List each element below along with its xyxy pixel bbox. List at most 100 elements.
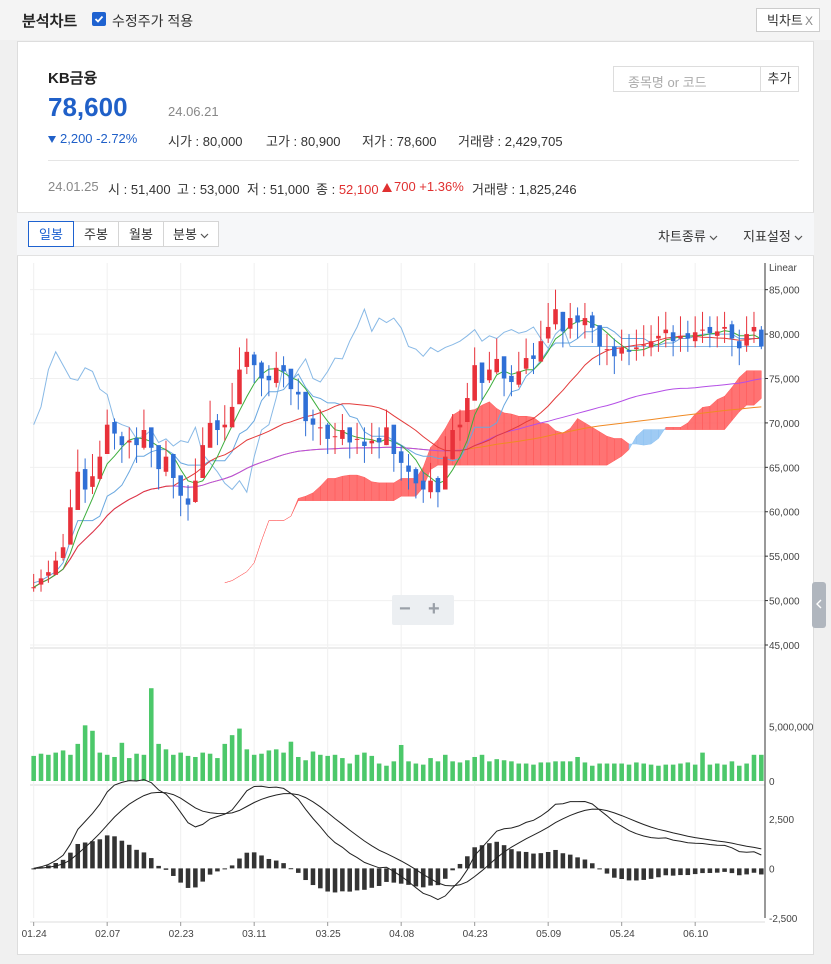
candle-body <box>259 362 264 379</box>
macd-histogram-bar <box>663 868 669 876</box>
big-chart-button[interactable]: 빅차트 X <box>756 8 820 32</box>
close-icon[interactable]: X <box>804 14 813 28</box>
candle-body <box>648 341 654 348</box>
history-open: 시 : 51,400 <box>108 182 171 197</box>
candle <box>538 320 544 362</box>
macd-histogram-bar <box>171 868 176 876</box>
divider <box>48 160 799 161</box>
tab-weekly[interactable]: 주봉 <box>73 221 119 247</box>
candle-body <box>656 335 661 339</box>
ichimoku-cloud <box>540 422 549 466</box>
zoom-out-button[interactable]: − <box>399 598 411 620</box>
ichimoku-cloud <box>525 415 534 466</box>
candle <box>60 533 66 561</box>
tab-minute[interactable]: 분봉 <box>163 221 219 247</box>
candle-body <box>714 331 720 336</box>
indicator-menu[interactable]: 지표설정 <box>743 226 803 245</box>
candle <box>420 471 426 503</box>
x-tick-label: 04.08 <box>389 929 414 940</box>
candle <box>604 334 610 366</box>
candle-body <box>597 325 602 347</box>
tab-minute-label: 분봉 <box>173 227 197 242</box>
chevron-left-icon <box>816 599 822 609</box>
history-close-label: 종 <box>316 182 328 197</box>
side-panel-toggle[interactable] <box>812 582 826 628</box>
candle-body <box>567 318 573 329</box>
volume-bar <box>538 762 544 781</box>
macd-histogram-bar <box>531 853 536 869</box>
volume-bar <box>626 764 632 781</box>
candle-body <box>31 587 36 589</box>
volume-bar <box>714 763 720 781</box>
macd-histogram-bar <box>597 868 602 870</box>
low-value: 78,600 <box>396 134 437 149</box>
candle <box>450 414 455 460</box>
volume-bar <box>325 755 330 781</box>
history-open-label: 시 <box>108 182 120 197</box>
x-tick-label: 02.23 <box>169 929 194 940</box>
candle-body <box>163 456 169 472</box>
ma5-line <box>33 319 762 588</box>
macd-histogram-bar <box>413 868 419 887</box>
volume-bar <box>487 761 492 781</box>
macd-histogram-bar <box>82 842 88 869</box>
candle <box>171 454 176 499</box>
macd-histogram-bar <box>244 852 250 869</box>
ichimoku-cloud <box>547 423 556 466</box>
down-arrow-icon <box>48 136 56 144</box>
candle <box>619 329 624 361</box>
macd-histogram-bar <box>222 868 228 870</box>
macd-histogram-bar <box>303 868 308 881</box>
zoom-in-button[interactable]: + <box>428 598 440 620</box>
history-volume-label: 거래량 <box>472 182 508 197</box>
add-button[interactable]: 추가 <box>760 66 799 92</box>
candle-body <box>538 341 544 362</box>
stock-name: KB금융 <box>48 70 98 87</box>
volume-bar <box>582 762 588 781</box>
macd-histogram-bar <box>295 868 301 873</box>
candle <box>281 356 286 388</box>
macd-histogram-bar <box>457 863 463 869</box>
macd-histogram-bar <box>626 868 632 881</box>
candle-body <box>589 315 595 328</box>
volume-bar <box>82 725 88 781</box>
adjusted-price-checkbox[interactable] <box>92 12 106 26</box>
volume-bar <box>273 749 279 781</box>
candle <box>553 289 558 330</box>
tab-monthly[interactable]: 월봉 <box>118 221 164 247</box>
macd-histogram-bar <box>68 852 73 869</box>
volume-bar <box>288 741 294 781</box>
tab-daily[interactable]: 일봉 <box>28 221 74 247</box>
candle <box>744 316 749 352</box>
volume-bar <box>244 749 250 781</box>
ichimoku-cloud <box>665 427 674 430</box>
history-low: 저 : 51,000 <box>247 182 310 197</box>
volume-stat: 거래량 : 2,429,705 <box>458 134 563 149</box>
x-tick-label: 06.10 <box>683 929 708 940</box>
volume-bar <box>171 754 176 781</box>
candle-body <box>207 422 213 448</box>
ichimoku-cloud <box>386 482 395 501</box>
volume-tick-label: 0 <box>769 777 775 788</box>
volume-bar <box>310 751 316 781</box>
big-chart-label: 빅차트 <box>767 13 803 28</box>
open-label: 시가 <box>168 134 192 149</box>
volume-bar <box>472 756 477 781</box>
ichimoku-cloud <box>599 431 608 466</box>
macd-histogram-bar <box>736 868 742 876</box>
candle-body <box>332 436 338 438</box>
candle <box>288 368 294 406</box>
volume-bar <box>60 750 66 781</box>
candle-body <box>707 326 713 334</box>
adjusted-price-label[interactable]: 수정주가 적용 <box>112 13 194 29</box>
history-high-value: 53,000 <box>199 182 240 197</box>
macd-histogram-bar <box>75 843 81 869</box>
candle-body <box>663 329 669 334</box>
high-stat: 고가 : 80,900 <box>266 134 341 149</box>
chart-type-menu[interactable]: 차트종류 <box>658 226 718 245</box>
candle-body <box>612 346 617 357</box>
ichimoku-cloud <box>327 478 336 501</box>
x-tick-label: 04.23 <box>463 929 488 940</box>
candle <box>75 449 81 510</box>
